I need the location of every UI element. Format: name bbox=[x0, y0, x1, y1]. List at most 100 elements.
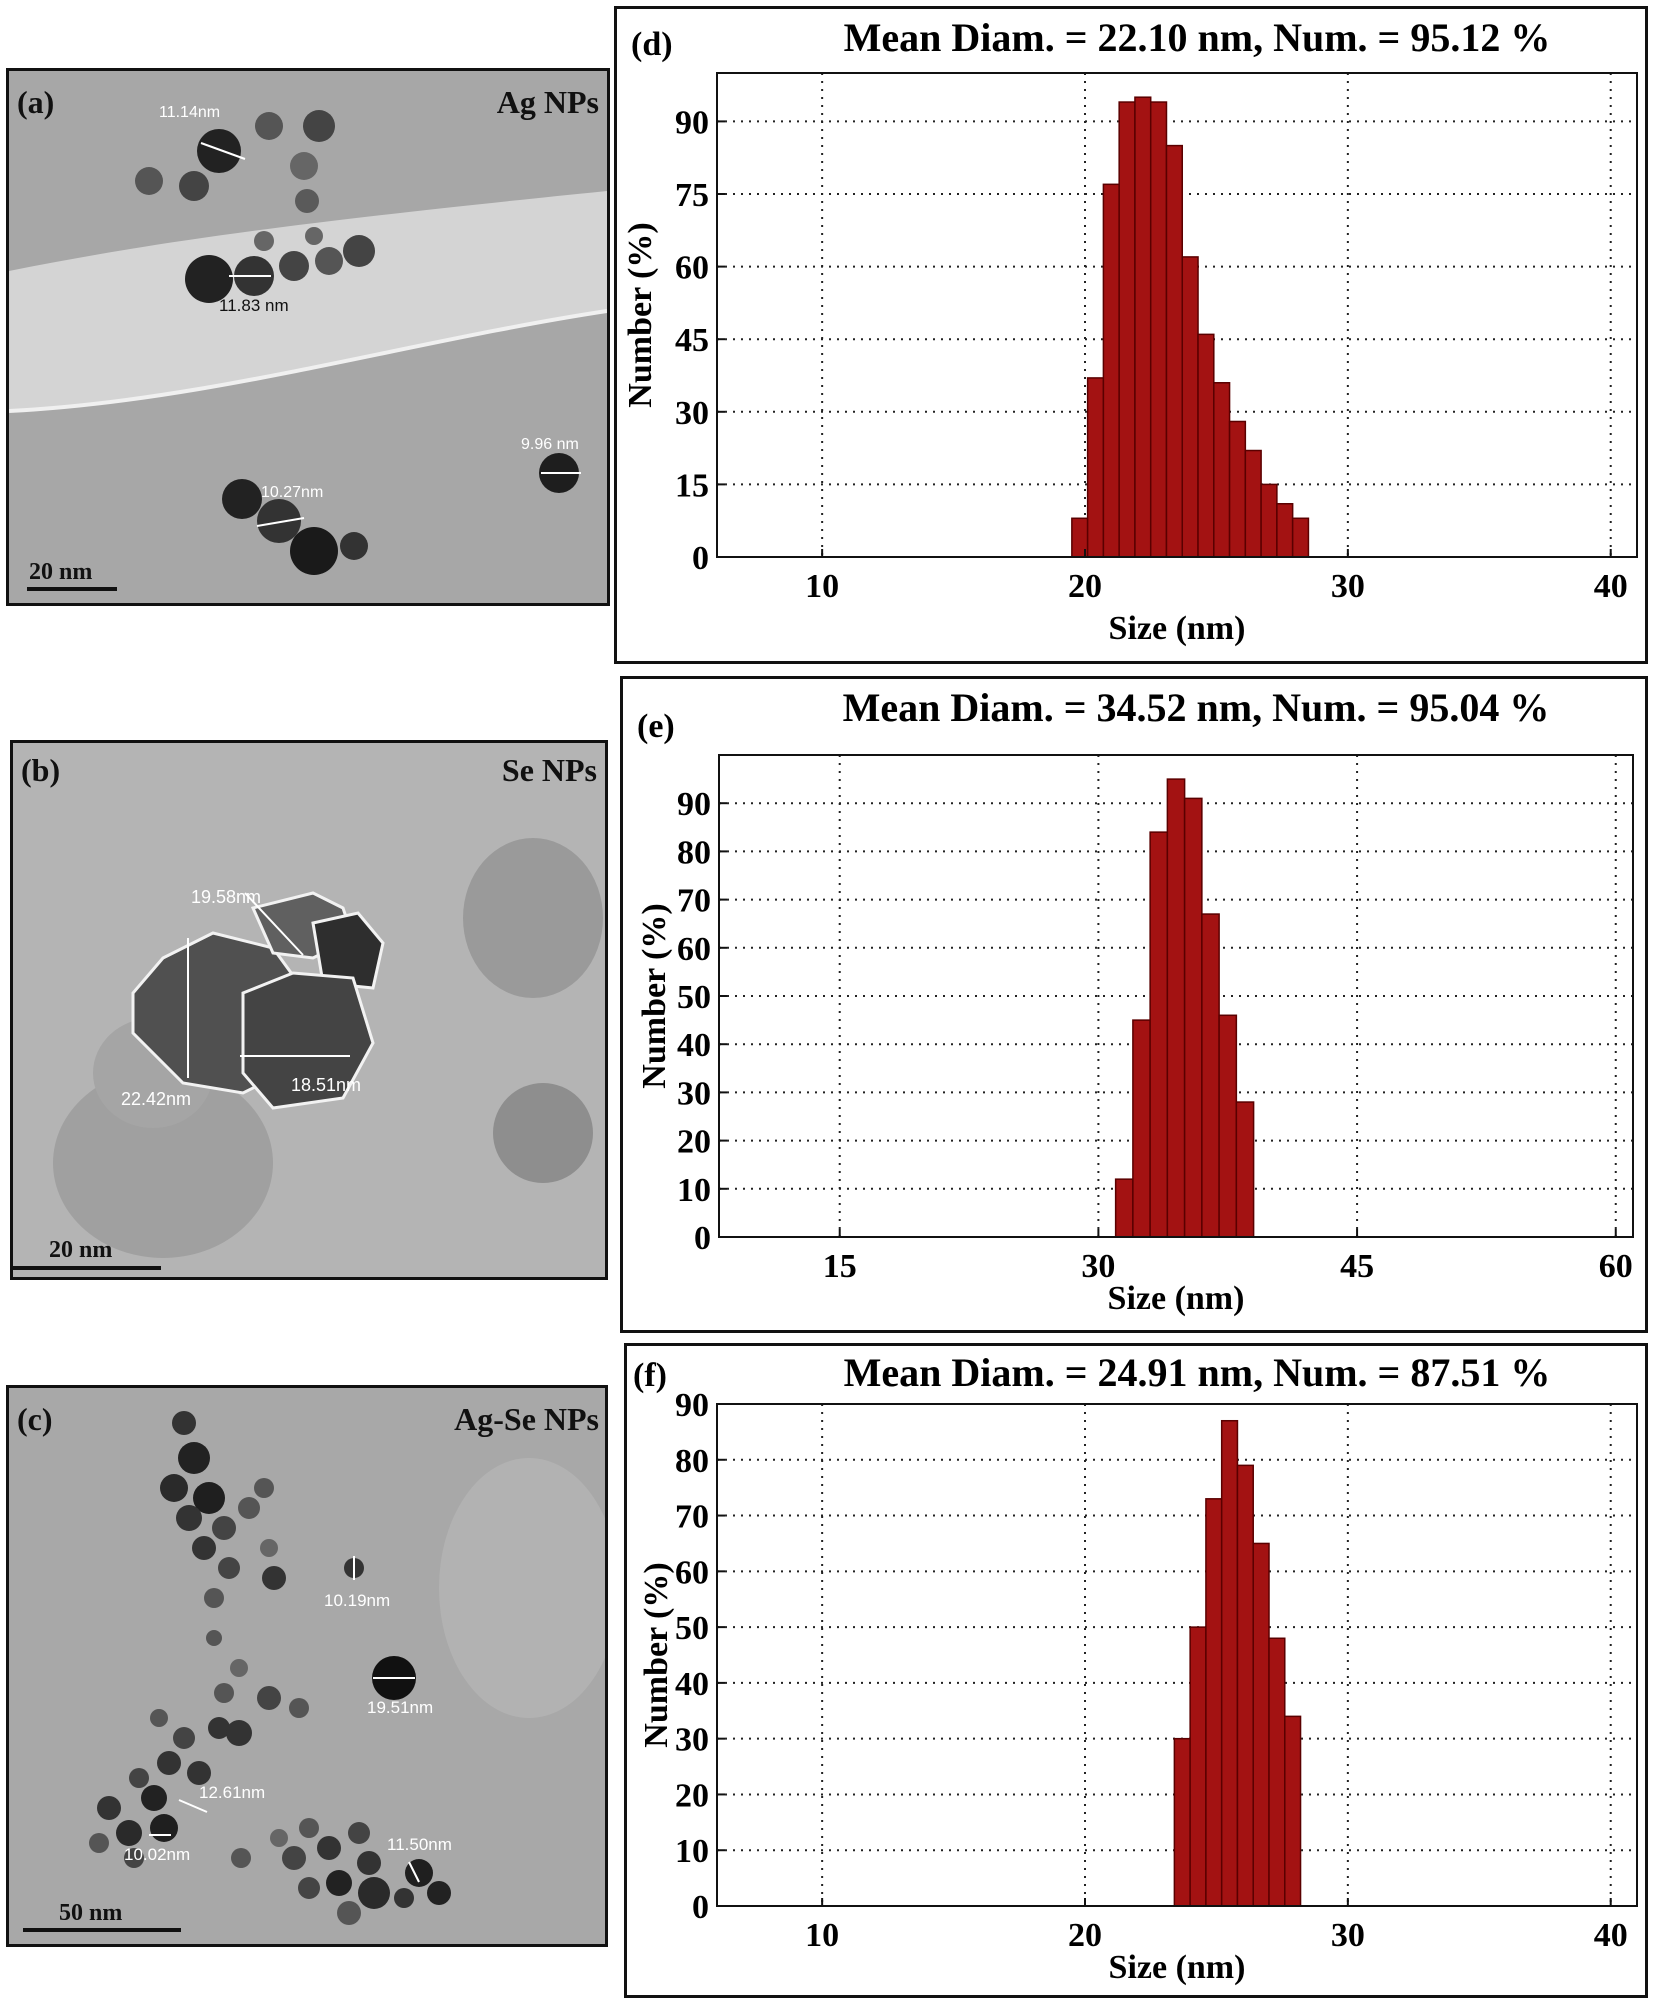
histogram-bar bbox=[1173, 1737, 1191, 1907]
histogram-bar bbox=[1102, 183, 1120, 558]
tem-image-se: (b) Se NPs 19.58nm 22.42nm 18.51nm 20 nm bbox=[13, 743, 605, 1277]
histogram-bar bbox=[1284, 1715, 1302, 1907]
histogram-bar bbox=[1149, 101, 1168, 558]
y-tick-label: 20 bbox=[677, 1124, 711, 1161]
measurement-label: 22.42nm bbox=[121, 1089, 191, 1109]
histogram-bar bbox=[1181, 256, 1199, 558]
tem-film-band bbox=[9, 191, 607, 411]
tem-image-agse: (c) Ag-Se NPs 10.19nm 19.51nm 12.61nm 10… bbox=[9, 1388, 605, 1944]
y-tick-label: 70 bbox=[675, 1499, 709, 1536]
panel-label-b: (b) bbox=[21, 752, 60, 788]
x-axis-label: Size (nm) bbox=[1109, 1949, 1246, 1986]
nanoparticles bbox=[89, 1411, 451, 1925]
measurement-label: 18.51nm bbox=[291, 1075, 361, 1095]
y-tick-label: 30 bbox=[675, 1722, 709, 1759]
tem-film-edge bbox=[9, 309, 607, 413]
y-tick-label: 50 bbox=[675, 1610, 709, 1647]
y-axis-label: Number (%) bbox=[638, 1562, 675, 1747]
y-tick-label: 60 bbox=[675, 1554, 709, 1591]
y-tick-label: 0 bbox=[692, 540, 709, 577]
histogram-chart-e: Mean Diam. = 34.52 nm, Num. = 95.04 % (e)… bbox=[636, 685, 1634, 1317]
histogram-panel-f: Mean Diam. = 24.91 nm, Num. = 87.51 % (f)… bbox=[624, 1343, 1648, 1998]
histogram-bar bbox=[1244, 449, 1262, 558]
nanoparticle bbox=[311, 911, 385, 990]
y-axis-label: Number (%) bbox=[622, 222, 659, 407]
histogram-bar bbox=[1291, 517, 1310, 558]
measurement-label: 19.51nm bbox=[367, 1698, 433, 1717]
scale-bar-label: 50 nm bbox=[59, 1900, 122, 1926]
y-tick-label: 60 bbox=[675, 250, 709, 287]
tem-panel-a: (a) Ag NPs 11.14nm 11.83 nm 9.96 nm 10.2… bbox=[6, 68, 610, 606]
y-tick-label: 90 bbox=[677, 786, 711, 823]
measurement-label: 12.61nm bbox=[199, 1783, 265, 1802]
y-tick-label: 60 bbox=[677, 931, 711, 968]
y-tick-label: 10 bbox=[677, 1172, 711, 1209]
histogram-chart-d: Mean Diam. = 22.10 nm, Num. = 95.12 % (d)… bbox=[622, 15, 1638, 647]
histogram-bar bbox=[1220, 1419, 1239, 1907]
x-tick-label: 10 bbox=[805, 1917, 839, 1954]
x-tick-label: 45 bbox=[1340, 1248, 1374, 1285]
chart-title: Mean Diam. = 34.52 nm, Num. = 95.04 % bbox=[843, 685, 1550, 730]
y-tick-label: 90 bbox=[675, 104, 709, 141]
histogram-bar bbox=[1205, 1498, 1223, 1907]
histogram-bar bbox=[1189, 1626, 1207, 1907]
tem-panel-c: (c) Ag-Se NPs 10.19nm 19.51nm 12.61nm 10… bbox=[6, 1385, 608, 1947]
histogram-bar bbox=[1086, 377, 1105, 558]
panel-label: (e) bbox=[637, 708, 675, 745]
y-tick-label: 50 bbox=[677, 979, 711, 1016]
plot-frame bbox=[716, 72, 1638, 558]
measurement-label: 11.14nm bbox=[159, 104, 220, 121]
y-tick-label: 30 bbox=[677, 1075, 711, 1112]
measurement-label: 11.83 nm bbox=[219, 296, 289, 315]
measurement-lines bbox=[187, 892, 350, 1078]
histogram-panel-d: Mean Diam. = 22.10 nm, Num. = 95.12 % (d)… bbox=[614, 6, 1648, 664]
measurement-label: 10.27nm bbox=[261, 484, 323, 501]
measurement-label: 19.58nm bbox=[191, 887, 261, 907]
y-tick-label: 75 bbox=[675, 177, 709, 214]
material-label-a: Ag NPs bbox=[497, 84, 599, 120]
panel-label: (f) bbox=[633, 1357, 667, 1394]
measurement-label: 11.50nm bbox=[387, 1835, 452, 1854]
x-tick-label: 40 bbox=[1594, 568, 1628, 605]
histogram-bar bbox=[1228, 420, 1247, 558]
histogram-bar bbox=[1268, 1637, 1286, 1907]
y-tick-label: 45 bbox=[675, 322, 709, 359]
nanoparticle bbox=[241, 971, 375, 1110]
histogram-bar bbox=[1134, 96, 1152, 558]
x-axis-label: Size (nm) bbox=[1109, 610, 1246, 647]
histogram-bar bbox=[1118, 101, 1136, 558]
x-tick-label: 60 bbox=[1599, 1248, 1633, 1285]
tem-blob bbox=[53, 1068, 273, 1258]
tem-image-ag: (a) Ag NPs 11.14nm 11.83 nm 9.96 nm 10.2… bbox=[9, 71, 607, 603]
y-tick-label: 10 bbox=[675, 1833, 709, 1870]
x-tick-label: 30 bbox=[1081, 1248, 1115, 1285]
histogram-panel-e: Mean Diam. = 34.52 nm, Num. = 95.04 % (e)… bbox=[620, 676, 1648, 1333]
histogram-bar bbox=[1132, 1019, 1151, 1238]
chart-title: Mean Diam. = 22.10 nm, Num. = 95.12 % bbox=[844, 15, 1551, 60]
tem-blob bbox=[439, 1458, 605, 1718]
y-tick-label: 40 bbox=[677, 1027, 711, 1064]
scale-bar-label: 20 nm bbox=[29, 559, 92, 585]
y-tick-label: 90 bbox=[675, 1387, 709, 1424]
x-tick-label: 30 bbox=[1331, 1917, 1365, 1954]
y-tick-label: 80 bbox=[675, 1443, 709, 1480]
y-tick-label: 80 bbox=[677, 834, 711, 871]
x-tick-label: 20 bbox=[1068, 568, 1102, 605]
measurement-label: 10.02nm bbox=[124, 1845, 190, 1864]
histogram-bar bbox=[1235, 1101, 1255, 1238]
histogram-bar bbox=[1114, 1178, 1134, 1238]
y-tick-label: 0 bbox=[692, 1889, 709, 1926]
nanoparticles bbox=[135, 110, 579, 575]
y-tick-label: 70 bbox=[677, 883, 711, 920]
histogram-chart-f: Mean Diam. = 24.91 nm, Num. = 87.51 % (f)… bbox=[633, 1350, 1638, 1986]
y-tick-label: 40 bbox=[675, 1666, 709, 1703]
measurement-label: 9.96 nm bbox=[521, 436, 579, 453]
histogram-bar bbox=[1149, 831, 1169, 1238]
x-tick-label: 20 bbox=[1068, 1917, 1102, 1954]
histogram-bar bbox=[1218, 1014, 1238, 1238]
x-tick-label: 15 bbox=[823, 1248, 857, 1285]
histogram-bar bbox=[1276, 503, 1294, 558]
y-tick-label: 20 bbox=[675, 1777, 709, 1814]
histogram-bar bbox=[1252, 1542, 1270, 1907]
y-tick-label: 15 bbox=[675, 467, 709, 504]
